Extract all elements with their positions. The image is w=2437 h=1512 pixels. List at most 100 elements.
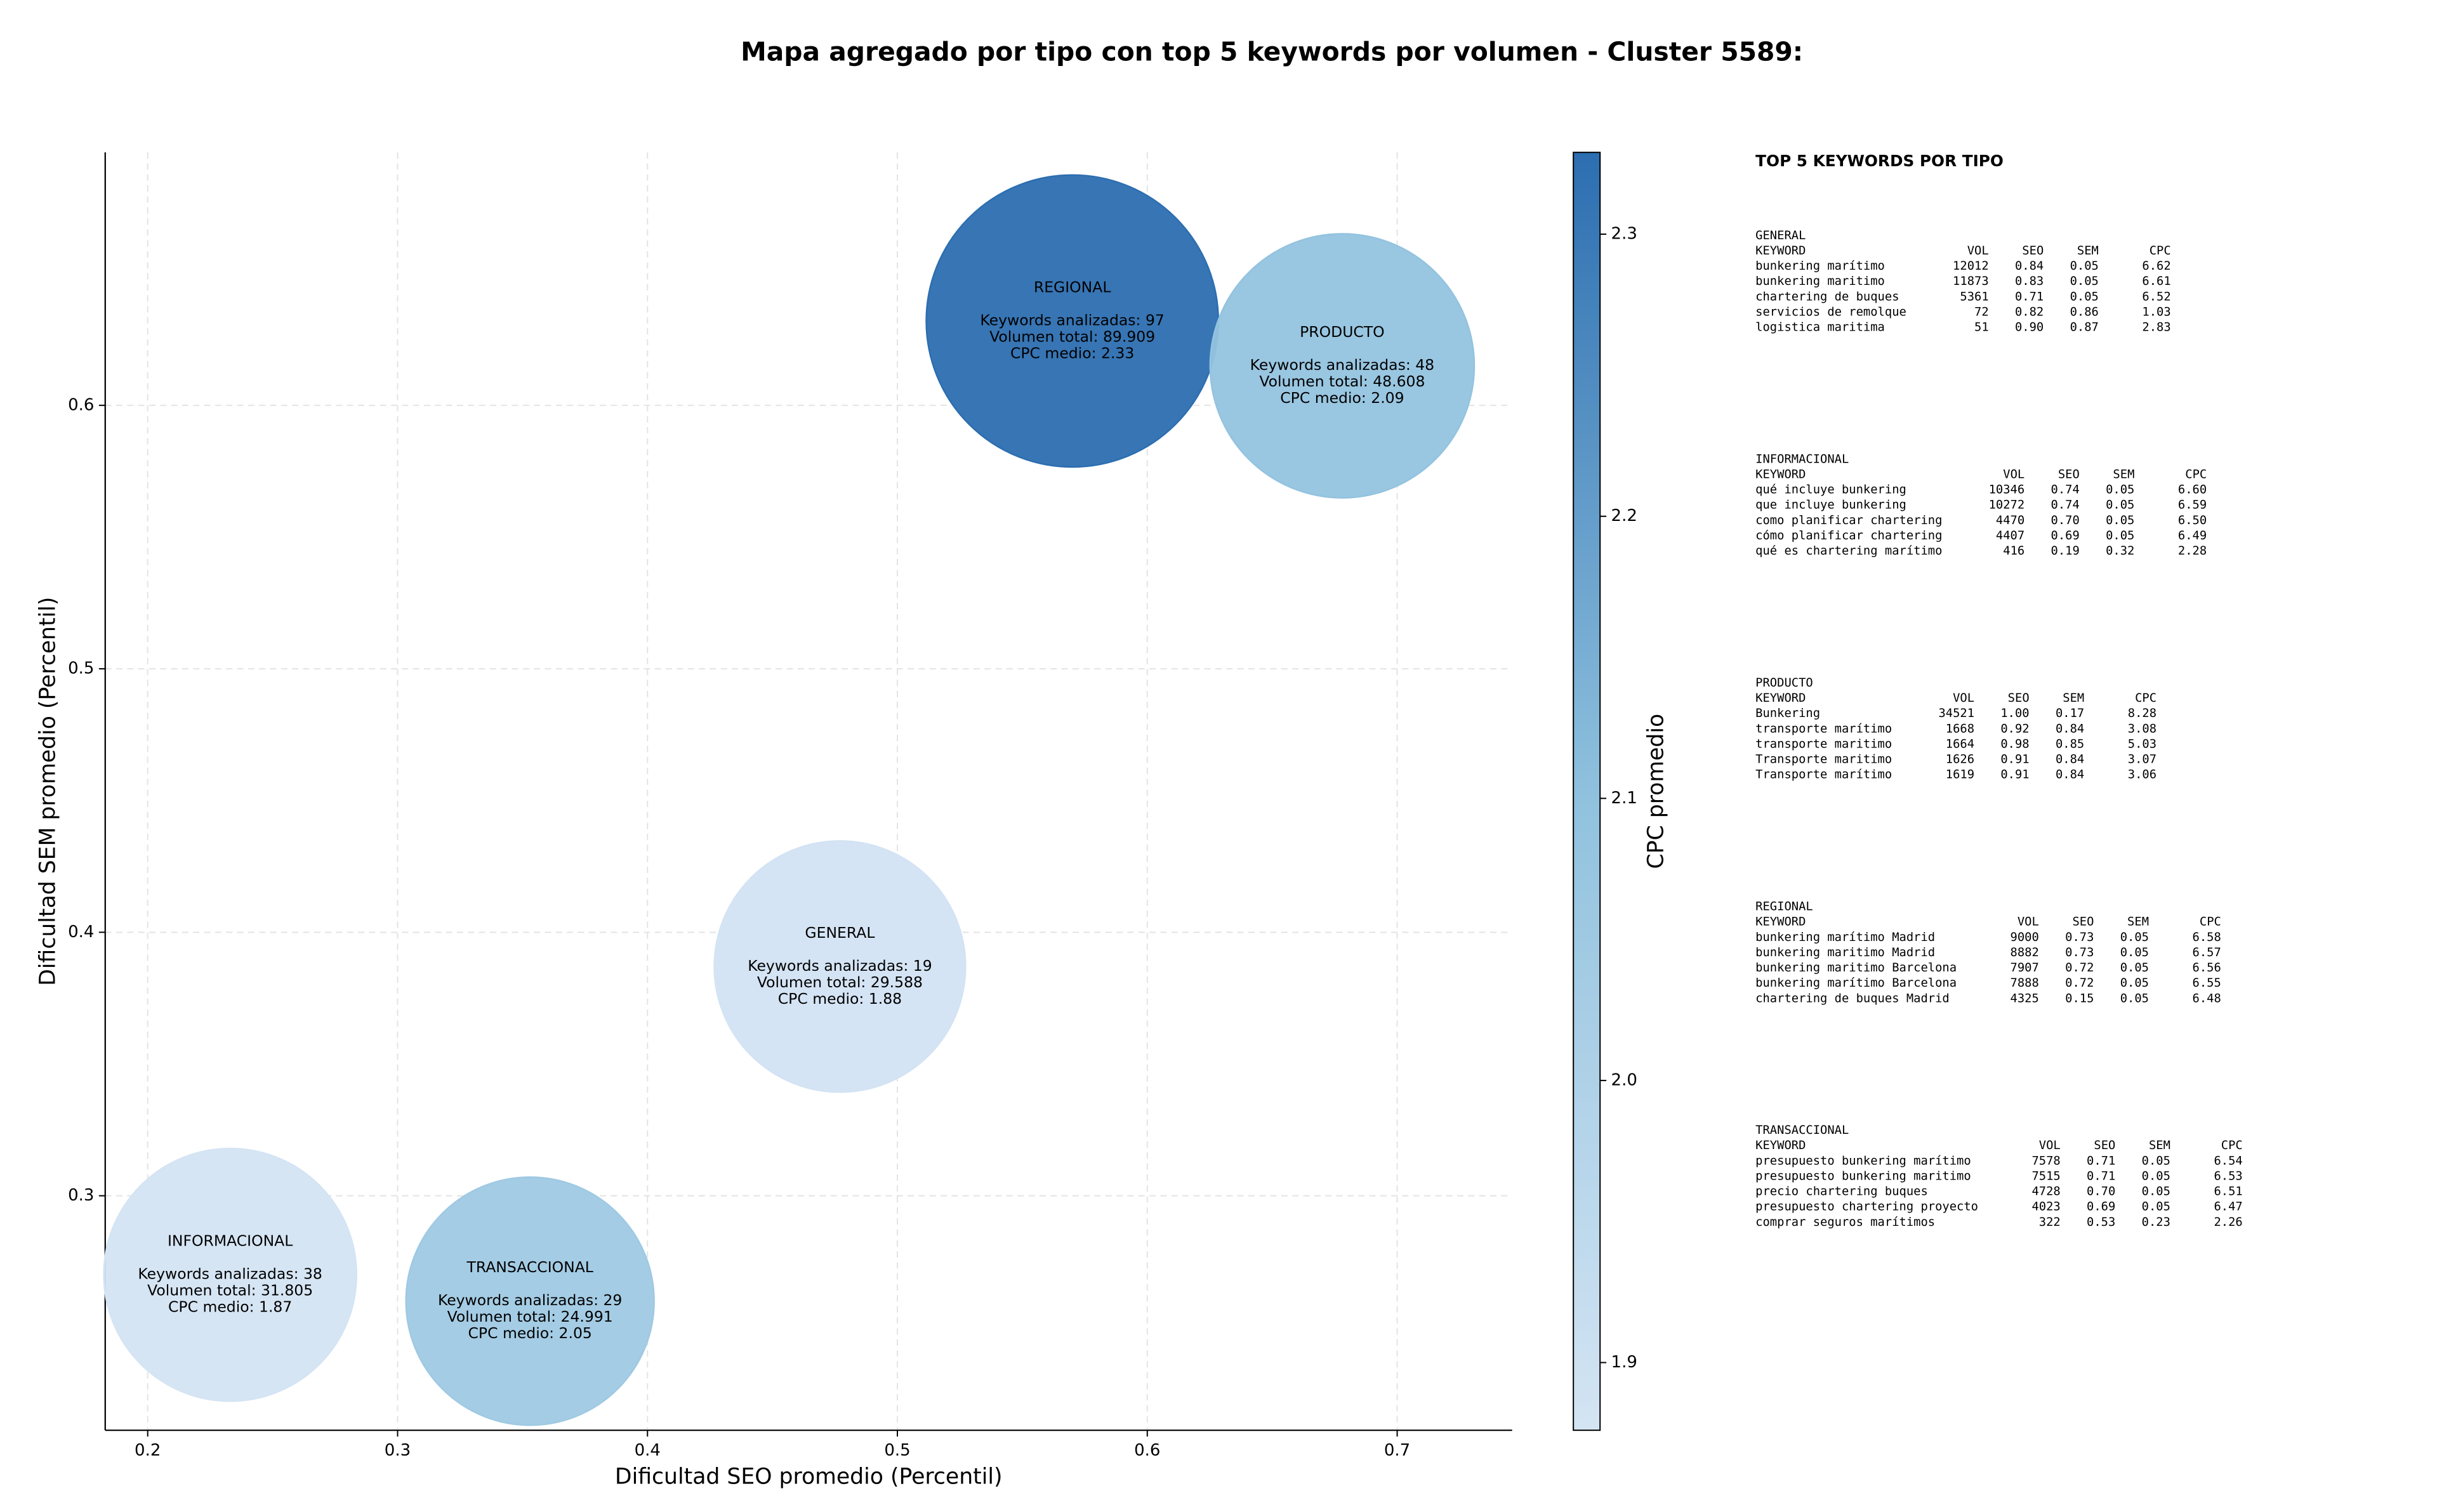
y-tick-label: 0.3	[68, 1186, 94, 1205]
table-cell: 7888	[2011, 976, 2039, 990]
table-header: KEYWORD	[1755, 1139, 1806, 1152]
y-tick-label: 0.5	[68, 659, 94, 678]
table-cell: 0.98	[2000, 737, 2029, 751]
table-cell: Transporte maritimo	[1755, 753, 1892, 766]
table-cell: 0.91	[2000, 768, 2029, 782]
table-cell: 6.47	[2214, 1200, 2242, 1214]
section-name: TRANSACCIONAL	[1755, 1124, 1849, 1137]
bubble-name: REGIONAL	[1034, 278, 1111, 296]
table-header: SEM	[2127, 916, 2149, 929]
table-header: SEO	[2022, 244, 2044, 258]
bubble-label: CPC medio: 2.09	[1280, 389, 1404, 407]
table-cell: 0.74	[2051, 499, 2080, 512]
table-header: CPC	[2150, 244, 2171, 258]
table-cell: 1619	[1946, 768, 1974, 782]
table-header: CPC	[2185, 468, 2207, 481]
bubble-label: Volumen total: 29.588	[757, 973, 923, 991]
table-cell: 6.58	[2193, 931, 2221, 944]
table-cell: 5.03	[2128, 737, 2156, 751]
x-tick-label: 0.5	[884, 1441, 910, 1460]
table-cell: 0.84	[2015, 260, 2044, 273]
table-header: SEM	[2077, 244, 2099, 258]
x-axis-label: Dificultad SEO promedio (Percentil)	[615, 1464, 1003, 1489]
table-cell: 0.05	[2106, 529, 2134, 542]
bubble-label: Keywords analizadas: 48	[1250, 356, 1434, 374]
table-cell: 0.82	[2015, 305, 2044, 319]
table-cell: 6.53	[2214, 1169, 2242, 1183]
table-header: KEYWORD	[1755, 468, 1806, 481]
bubble-label: CPC medio: 2.05	[468, 1324, 592, 1342]
table-header: CPC	[2221, 1139, 2243, 1152]
table-cell: 0.05	[2120, 992, 2149, 1005]
table-cell: transporte maritimo	[1755, 737, 1892, 751]
table-cell: Bunkering	[1755, 707, 1820, 720]
table-cell: 3.07	[2128, 753, 2156, 766]
bubble-name: PRODUCTO	[1300, 323, 1385, 341]
table-cell: que incluye bunkering	[1755, 499, 1906, 512]
table-cell: 0.05	[2120, 976, 2149, 990]
x-tick-label: 0.4	[635, 1441, 661, 1460]
table-cell: 6.56	[2193, 961, 2221, 975]
table-cell: 0.86	[2070, 305, 2099, 319]
table-cell: 1664	[1946, 737, 1974, 751]
table-cell: 6.55	[2193, 976, 2221, 990]
table-cell: 0.70	[2087, 1185, 2115, 1199]
table-cell: 0.32	[2106, 544, 2134, 558]
table-cell: 0.05	[2070, 275, 2099, 288]
bubble-label: Keywords analizadas: 97	[980, 311, 1164, 329]
table-cell: 0.05	[2070, 290, 2099, 303]
table-header: VOL	[2039, 1139, 2061, 1152]
table-cell: 4728	[2031, 1185, 2060, 1199]
table-cell: 0.84	[2056, 753, 2084, 766]
table-cell: 2.28	[2178, 544, 2207, 558]
table-cell: chartering de buques Madrid	[1755, 992, 1950, 1005]
chart-title: Mapa agregado por tipo con top 5 keyword…	[741, 36, 1803, 67]
table-header: KEYWORD	[1755, 244, 1806, 258]
table-cell: 0.05	[2120, 931, 2149, 944]
bubble	[1209, 233, 1476, 499]
table-header: CPC	[2200, 916, 2221, 929]
table-header: SEM	[2113, 468, 2134, 481]
table-cell: 6.60	[2178, 483, 2207, 497]
table-cell: presupuesto chartering proyecto	[1755, 1200, 1978, 1214]
table-header: VOL	[1967, 244, 1989, 258]
table-cell: 0.05	[2106, 514, 2134, 527]
table-cell: 0.05	[2142, 1154, 2170, 1167]
table-header: SEO	[2008, 692, 2030, 705]
table-cell: 7907	[2011, 961, 2039, 975]
table-cell: 322	[2039, 1216, 2061, 1229]
table-cell: 0.91	[2000, 753, 2029, 766]
colorbar	[1573, 152, 1601, 1431]
table-cell: 0.73	[2065, 946, 2094, 959]
table-cell: 0.72	[2065, 976, 2094, 990]
x-tick-label: 0.6	[1134, 1441, 1160, 1460]
bubble-label: Keywords analizadas: 38	[138, 1265, 322, 1283]
bubble-label: CPC medio: 2.33	[1010, 344, 1134, 362]
y-tick-label: 0.6	[68, 395, 94, 414]
table-cell: 8882	[2011, 946, 2039, 959]
table-cell: 10346	[1989, 483, 2025, 497]
colorbar-tick-label: 2.0	[1611, 1070, 1637, 1089]
table-cell: 0.84	[2056, 768, 2084, 782]
table-cell: bunkering maritimo Barcelona	[1755, 961, 1957, 975]
table-cell: 0.73	[2065, 931, 2094, 944]
bubble-label: Keywords analizadas: 19	[748, 957, 932, 975]
table-cell: bunkering marítimo	[1755, 260, 1885, 273]
table-cell: 7515	[2031, 1169, 2060, 1183]
table-cell: 6.48	[2193, 992, 2221, 1005]
table-cell: 0.05	[2106, 483, 2134, 497]
table-header: VOL	[2003, 468, 2024, 481]
table-header: SEO	[2058, 468, 2080, 481]
bubble-name: GENERAL	[805, 924, 875, 942]
x-tick-label: 0.2	[135, 1441, 161, 1460]
table-header: KEYWORD	[1755, 692, 1806, 705]
table-cell: 0.71	[2087, 1169, 2115, 1183]
table-cell: precio chartering buques	[1755, 1185, 1928, 1199]
colorbar-tick-label: 1.9	[1611, 1353, 1637, 1372]
colorbar-label: CPC promedio	[1643, 714, 1668, 869]
bubble-name: TRANSACCIONAL	[466, 1258, 593, 1276]
x-tick-label: 0.7	[1384, 1441, 1410, 1460]
table-cell: 0.71	[2015, 290, 2044, 303]
bubble-label: CPC medio: 1.88	[778, 990, 902, 1008]
